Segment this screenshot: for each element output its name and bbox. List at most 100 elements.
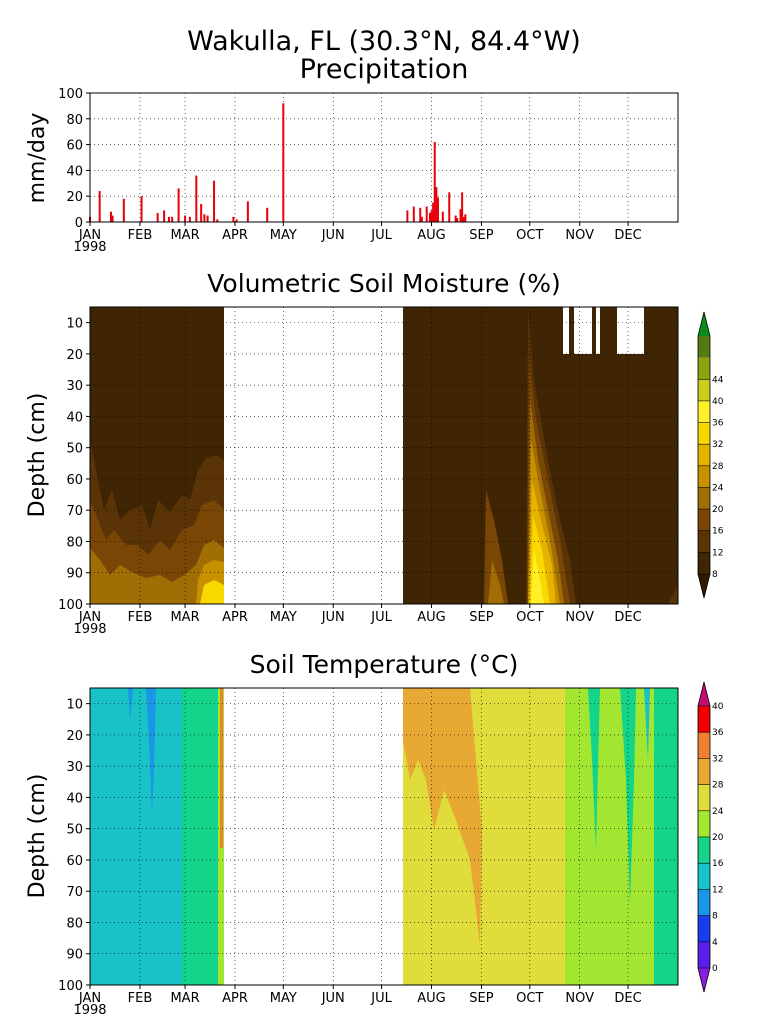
colorbar-label: 32 xyxy=(712,440,723,450)
precip-bar xyxy=(246,201,249,222)
precip-bar xyxy=(203,214,206,222)
colorbar-label: 28 xyxy=(712,781,724,791)
precip-frame xyxy=(89,92,679,223)
precip-bar xyxy=(111,215,114,222)
colorbar-swatch xyxy=(698,336,710,358)
precip-x-ticks: JAN FEB MAR APR MAY JUN JUL AUG SEP OCT NOV DEC 1998 xyxy=(73,222,642,255)
y-tick-label: 50 xyxy=(66,442,83,457)
colorbar-max-arrow xyxy=(698,682,710,706)
precip-bar xyxy=(448,192,451,222)
colorbar-label: 32 xyxy=(712,754,723,764)
y-tick-label: 20 xyxy=(66,348,83,363)
precip-bar xyxy=(425,206,428,222)
colorbar-swatch xyxy=(698,400,710,423)
y-tick-label: 90 xyxy=(66,948,83,963)
moisture-gap-4 xyxy=(617,307,644,354)
y-tick-label: 60 xyxy=(66,473,83,488)
temp-left-blue-streak xyxy=(146,688,156,815)
moisture-x-ticks: JAN FEB MAR APR MAY JUN JUL AUG SEP OCT NOV DEC 1998 xyxy=(73,604,642,637)
x-tick-label: MAY xyxy=(270,991,297,1006)
moisture-ylabel: Depth (cm) xyxy=(25,393,50,518)
colorbar-label: 24 xyxy=(712,807,724,817)
precip-bar xyxy=(266,207,269,222)
precip-bar xyxy=(433,142,436,222)
y-tick-label: 10 xyxy=(66,317,83,332)
x-tick-label: JUL xyxy=(370,610,392,625)
year-label: 1998 xyxy=(73,240,106,255)
colorbar-label: 12 xyxy=(712,885,723,895)
y-tick-label: 60 xyxy=(66,139,83,154)
moisture-dec-corner xyxy=(668,585,678,604)
temperature-title: Soil Temperature (°C) xyxy=(250,650,519,679)
precip-bar xyxy=(109,211,112,222)
colorbar-label: 16 xyxy=(712,859,724,869)
x-tick-label: MAY xyxy=(270,228,297,243)
y-tick-label: 10 xyxy=(66,698,83,713)
colorbar-label: 40 xyxy=(712,397,724,407)
temperature-field xyxy=(90,688,678,985)
moisture-panel: 10 20 30 40 50 60 70 80 90 100 JAN FEB MAR APR MAY JUN… xyxy=(25,306,724,637)
temperature-frame xyxy=(89,687,679,986)
y-tick-label: 80 xyxy=(66,113,83,128)
colorbar-swatch xyxy=(698,465,710,488)
x-tick-label: NOV xyxy=(565,991,594,1006)
moisture-missing xyxy=(224,307,403,604)
temp-summer-warm xyxy=(403,688,482,945)
precip-bar xyxy=(454,215,457,222)
precip-bars xyxy=(89,103,467,222)
precip-bar xyxy=(177,188,180,222)
x-tick-label: SEP xyxy=(469,228,493,243)
x-tick-label: JUL xyxy=(370,228,392,243)
moisture-title: Volumetric Soil Moisture (%) xyxy=(207,269,561,298)
x-tick-label: FEB xyxy=(128,610,153,625)
figure-title: Wakulla, FL (30.3°N, 84.4°W) xyxy=(187,26,581,57)
y-tick-label: 70 xyxy=(66,504,83,519)
colorbar-label: 24 xyxy=(712,483,724,493)
colorbar-label: 20 xyxy=(712,505,724,515)
precip-bar xyxy=(184,215,187,222)
moisture-colorbar: 8 12 16 20 24 28 32 36 40 44 xyxy=(697,311,724,599)
precip-bar xyxy=(206,215,209,222)
precip-bar xyxy=(406,210,409,222)
moisture-gap-3 xyxy=(596,307,600,354)
precip-bar xyxy=(200,203,203,222)
precip-bar xyxy=(428,212,431,222)
y-tick-label: 100 xyxy=(58,979,83,994)
precip-bar xyxy=(432,202,435,222)
temperature-colorbar: 0 4 8 12 16 20 24 28 32 36 40 xyxy=(697,681,724,993)
precip-bar xyxy=(163,210,166,222)
temp-autumn-edge xyxy=(565,688,572,985)
x-tick-label: APR xyxy=(222,991,248,1006)
precip-bar xyxy=(435,187,438,222)
x-tick-label: MAR xyxy=(170,228,199,243)
moisture-gap-2 xyxy=(574,307,592,354)
colorbar-label: 12 xyxy=(712,548,723,558)
y-tick-label: 90 xyxy=(66,567,83,582)
colorbar-label: 28 xyxy=(712,462,724,472)
x-tick-label: SEP xyxy=(469,991,493,1006)
x-tick-label: MAY xyxy=(270,610,297,625)
x-tick-label: JUN xyxy=(321,991,345,1006)
y-tick-label: 70 xyxy=(66,885,83,900)
colorbar-swatch xyxy=(698,758,710,785)
moisture-field xyxy=(90,307,678,604)
year-label: 1998 xyxy=(73,622,106,637)
y-tick-label: 30 xyxy=(66,379,83,394)
colorbar-label: 4 xyxy=(712,938,718,948)
colorbar-label: 8 xyxy=(712,912,718,922)
temperature-ylabel: Depth (cm) xyxy=(25,774,50,899)
x-tick-label: AUG xyxy=(417,610,445,625)
colorbar-label: 36 xyxy=(712,419,724,429)
colorbar-swatch xyxy=(698,810,710,837)
colorbar-swatch xyxy=(698,444,710,466)
y-tick-label: 80 xyxy=(66,535,83,550)
precip-bar xyxy=(140,196,143,222)
x-tick-label: APR xyxy=(222,228,248,243)
temp-left-blue-streak-2 xyxy=(128,688,133,720)
temp-dec-green xyxy=(654,688,678,985)
temperature-x-ticks: JAN FEB MAR APR MAY JUN JUL AUG SEP OCT NOV DEC 1998 xyxy=(73,985,642,1018)
y-tick-label: 0 xyxy=(75,216,83,231)
colorbar-swatch xyxy=(698,941,710,968)
colorbar-swatch xyxy=(698,487,710,510)
precip-bar xyxy=(232,216,235,222)
